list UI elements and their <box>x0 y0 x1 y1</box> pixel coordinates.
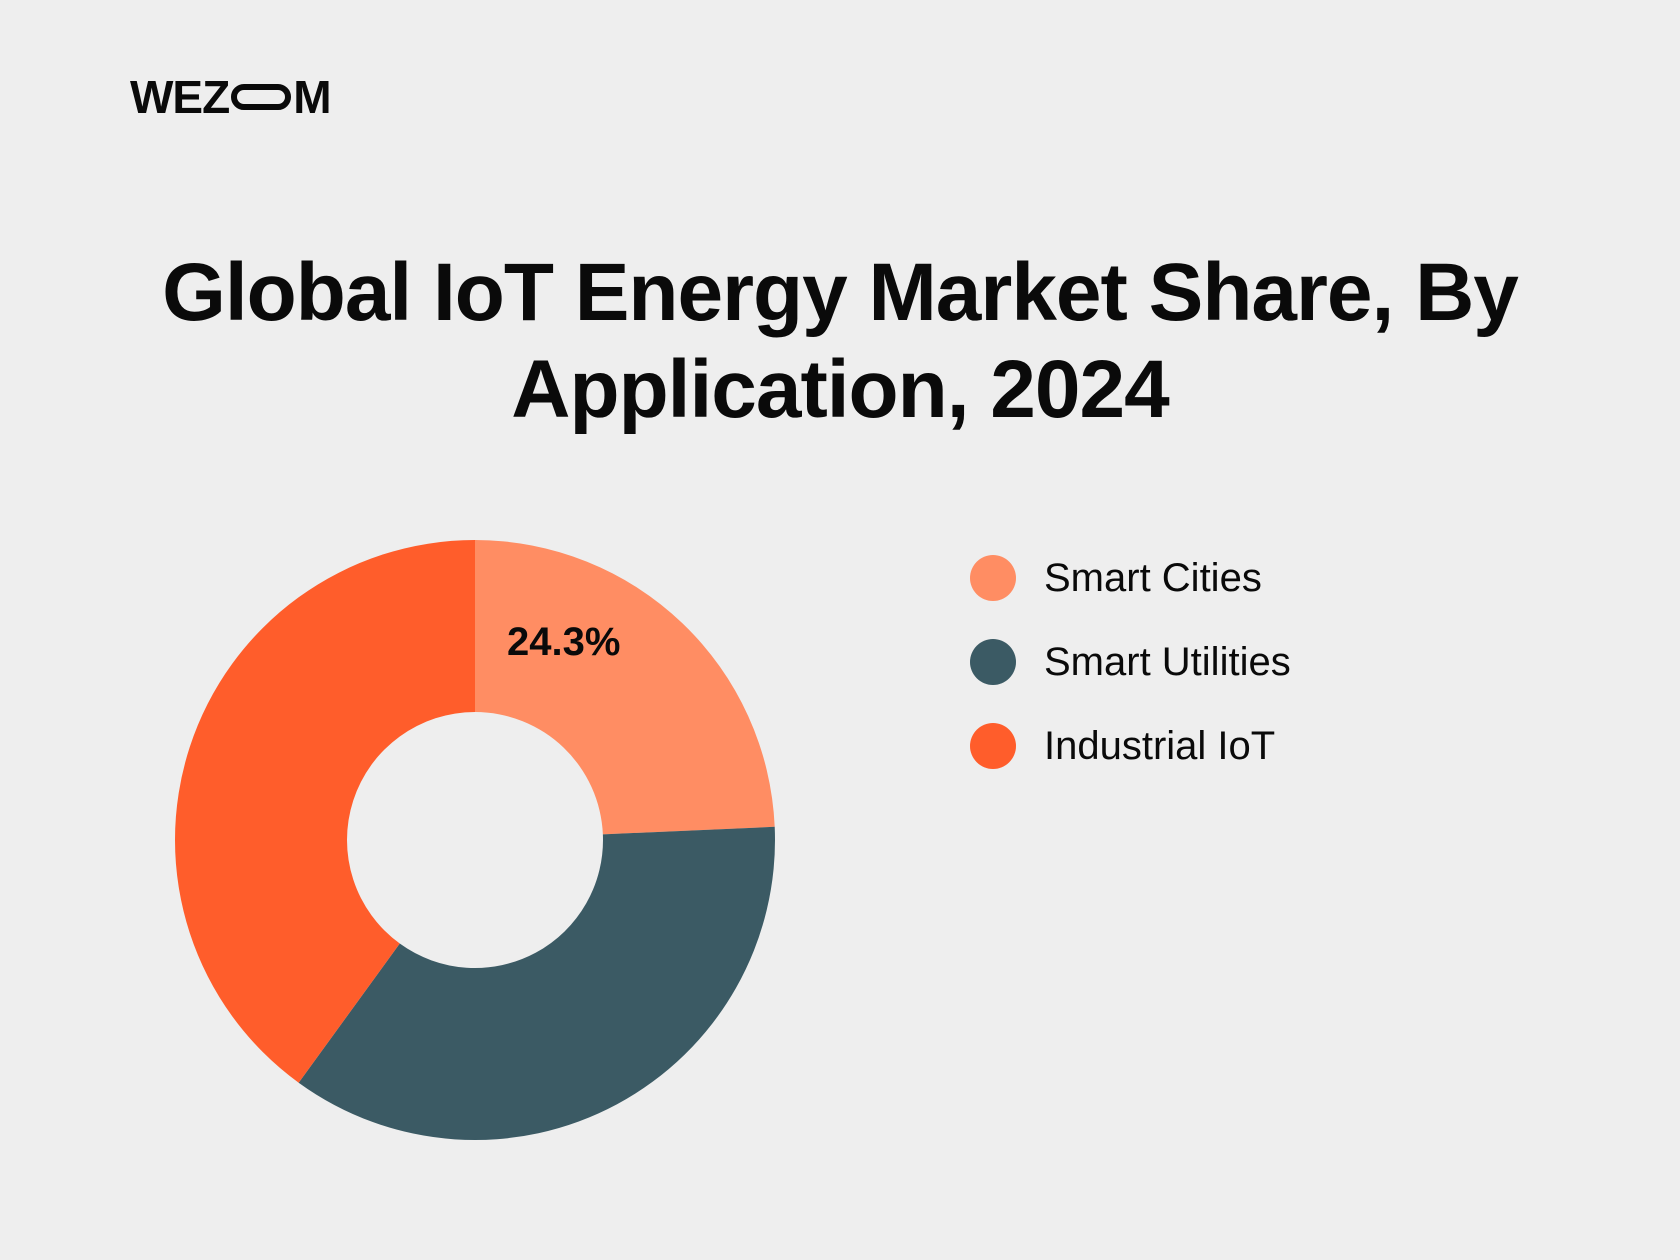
legend-label: Industrial IoT <box>1044 724 1275 769</box>
legend: Smart Cities Smart Utilities Industrial … <box>970 555 1291 807</box>
brand-logo: WEZ M <box>130 70 331 124</box>
slice-value-label: 24.3% <box>507 620 620 665</box>
chart-title: Global IoT Energy Market Share, By Appli… <box>0 245 1680 439</box>
legend-item: Smart Utilities <box>970 639 1291 685</box>
legend-item: Industrial IoT <box>970 723 1291 769</box>
legend-label: Smart Utilities <box>1044 640 1291 685</box>
legend-swatch-icon <box>970 639 1016 685</box>
logo-text-right: M <box>293 70 330 124</box>
legend-swatch-icon <box>970 723 1016 769</box>
donut-slice <box>475 540 775 834</box>
legend-swatch-icon <box>970 555 1016 601</box>
donut-svg <box>165 530 785 1150</box>
donut-chart: 24.3% <box>165 530 785 1150</box>
logo-text-left: WEZ <box>130 70 229 124</box>
legend-label: Smart Cities <box>1044 556 1262 601</box>
logo-pill-icon <box>231 84 291 110</box>
legend-item: Smart Cities <box>970 555 1291 601</box>
